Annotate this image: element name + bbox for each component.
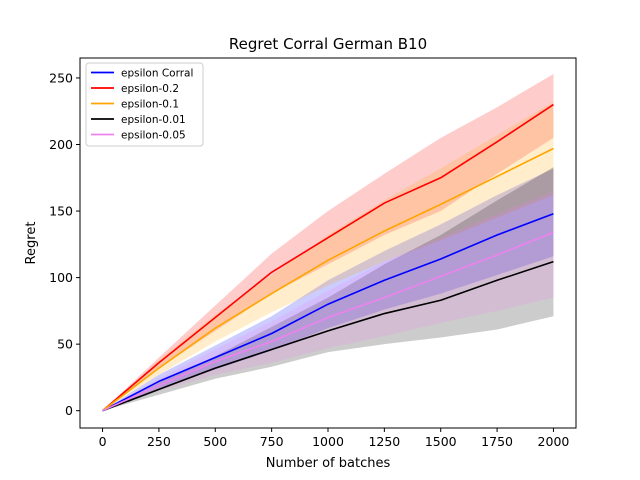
x-tick-label: 1000: [312, 434, 344, 449]
legend-label-3: epsilon-0.01: [121, 114, 186, 126]
legend: epsilon Corral epsilon-0.2 epsilon-0.1 epsi…: [85, 62, 204, 147]
series-lines: [102, 103, 554, 412]
line-series-2: [102, 147, 554, 412]
line-series-0: [102, 212, 554, 412]
y-tick-label: 150: [49, 204, 73, 219]
line-series-1: [102, 103, 554, 412]
x-tick-label: 0: [99, 434, 107, 449]
legend-box: [85, 62, 204, 147]
confidence-bands: [102, 73, 554, 411]
band-series-4: [102, 191, 554, 411]
y-tick-label: 200: [49, 137, 73, 152]
y-tick-label: 50: [57, 337, 73, 352]
line-series-3: [102, 260, 554, 412]
x-tick-label: 1250: [368, 434, 400, 449]
band-series-0: [102, 168, 554, 411]
legend-label-2: epsilon-0.1: [121, 98, 179, 110]
x-tick-label: 500: [203, 434, 227, 449]
band-series-2: [102, 101, 554, 411]
y-tick-label: 100: [49, 270, 73, 285]
legend-label-1: epsilon-0.2: [121, 83, 179, 95]
band-series-3: [102, 167, 554, 411]
y-tick-label: 250: [49, 70, 73, 85]
chart-title: Regret Corral German B10: [229, 35, 427, 53]
y-axis-ticks: 0 50 100 150 200 250: [49, 70, 80, 418]
x-tick-label: 250: [147, 434, 171, 449]
y-tick-label: 0: [65, 403, 73, 418]
x-tick-label: 1500: [425, 434, 457, 449]
legend-label-4: epsilon-0.05: [121, 129, 186, 141]
x-tick-label: 2000: [538, 434, 570, 449]
x-axis-label: Number of batches: [266, 456, 391, 471]
band-series-1: [102, 73, 554, 411]
x-axis-ticks: 0 250 500 750 1000 1250 1500 1750 2000: [99, 428, 570, 449]
x-tick-label: 750: [260, 434, 284, 449]
x-tick-label: 1750: [481, 434, 513, 449]
legend-label-0: epsilon Corral: [121, 67, 193, 79]
line-series-4: [102, 231, 554, 412]
y-axis-label: Regret: [24, 222, 39, 265]
